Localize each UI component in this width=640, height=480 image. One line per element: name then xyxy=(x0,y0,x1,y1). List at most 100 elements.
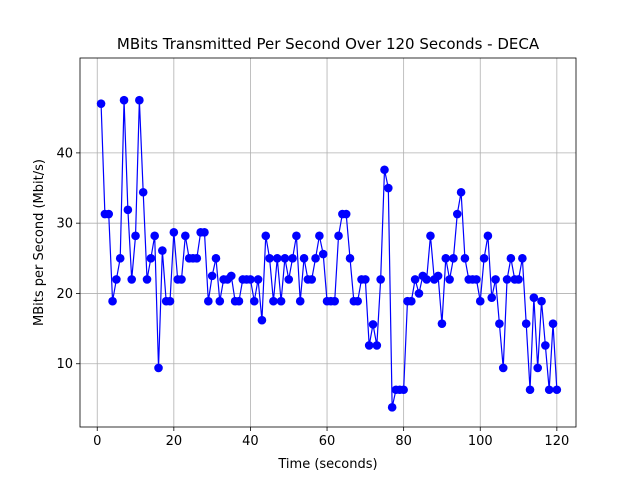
data-point xyxy=(529,293,539,302)
data-point xyxy=(257,315,267,325)
data-point xyxy=(506,254,516,263)
x-tick-label: 0 xyxy=(93,434,101,449)
data-point xyxy=(433,271,443,281)
series-line xyxy=(100,99,558,408)
data-point xyxy=(491,275,500,284)
x-tick-label: 100 xyxy=(468,434,493,449)
data-point xyxy=(441,254,451,263)
data-point xyxy=(211,254,221,263)
data-point xyxy=(253,275,263,284)
data-point xyxy=(387,403,397,412)
data-point xyxy=(181,231,190,241)
y-tick-label: 40 xyxy=(56,146,73,161)
data-point xyxy=(544,385,554,395)
data-point xyxy=(514,275,523,284)
data-point xyxy=(315,231,324,241)
data-point xyxy=(272,254,282,263)
y-tick-label: 30 xyxy=(56,217,73,232)
data-point xyxy=(135,95,144,105)
data-point xyxy=(487,293,497,302)
y-axis-title: MBits per Second (Mbit/s) xyxy=(32,159,47,326)
data-point xyxy=(226,271,236,281)
data-point xyxy=(495,319,504,328)
data-point xyxy=(533,363,542,373)
data-point xyxy=(525,385,535,395)
data-point xyxy=(472,275,481,284)
plot-frame xyxy=(79,57,577,428)
chart-title: MBits Transmitted Per Second Over 120 Se… xyxy=(117,35,540,53)
data-point xyxy=(426,231,435,241)
data-point xyxy=(361,275,370,284)
data-point xyxy=(246,275,255,284)
data-point xyxy=(364,341,374,350)
data-point xyxy=(165,296,175,306)
data-point xyxy=(261,231,271,241)
data-point xyxy=(399,385,408,395)
data-point xyxy=(548,319,558,328)
x-tick-label: 40 xyxy=(242,434,259,449)
data-point xyxy=(131,231,140,241)
data-point xyxy=(437,319,447,328)
data-point xyxy=(265,254,274,263)
data-point xyxy=(541,341,550,350)
data-point xyxy=(115,254,125,263)
data-point xyxy=(284,275,294,284)
y-tick-label: 10 xyxy=(56,357,73,372)
x-axis-title: Time (seconds) xyxy=(277,457,377,472)
data-point xyxy=(330,296,340,306)
axis-ticks: 0 20 40 60 80 100 120 10 20 30 40 xyxy=(56,146,569,449)
grid-lines xyxy=(80,58,576,427)
data-point xyxy=(146,254,156,263)
data-point xyxy=(104,209,114,219)
data-point xyxy=(345,254,355,263)
data-point xyxy=(341,209,351,219)
data-point xyxy=(376,275,385,284)
data-point xyxy=(452,209,462,219)
data-point xyxy=(280,254,290,263)
data-point xyxy=(200,228,209,237)
data-point xyxy=(311,254,320,263)
x-tick-label: 80 xyxy=(395,434,412,449)
data-point xyxy=(123,205,133,215)
data-point xyxy=(295,296,305,306)
x-tick-label: 20 xyxy=(166,434,183,449)
data-point xyxy=(192,254,202,263)
data-point xyxy=(154,363,163,373)
data-point xyxy=(318,249,328,259)
data-point xyxy=(368,320,378,329)
data-point xyxy=(483,231,493,241)
data-point xyxy=(307,275,317,284)
data-point xyxy=(112,275,121,284)
data-point xyxy=(207,271,217,281)
data-point xyxy=(445,275,454,284)
y-tick-label: 20 xyxy=(56,287,73,302)
data-point xyxy=(410,275,420,284)
data-point xyxy=(108,296,117,306)
x-tick-label: 60 xyxy=(319,434,336,449)
data-point xyxy=(518,254,527,263)
x-tick-label: 120 xyxy=(544,434,569,449)
data-point xyxy=(475,296,485,306)
data-point xyxy=(422,275,431,284)
data-point xyxy=(204,296,213,306)
data-point xyxy=(372,341,382,350)
data-point xyxy=(414,289,424,298)
data-point xyxy=(169,228,179,237)
data-point xyxy=(502,275,512,284)
data-point xyxy=(353,296,362,306)
data-point xyxy=(449,254,458,263)
data-point xyxy=(276,296,286,306)
data-point xyxy=(288,254,297,263)
data-point xyxy=(479,254,489,263)
data-point xyxy=(456,187,466,197)
data-point xyxy=(407,296,416,306)
data-point xyxy=(119,95,129,105)
data-point xyxy=(158,246,167,255)
data-point xyxy=(150,231,159,241)
data-point xyxy=(384,183,393,193)
data-point xyxy=(142,275,152,284)
data-series xyxy=(96,95,562,412)
data-point xyxy=(299,254,309,263)
data-point xyxy=(521,319,531,328)
